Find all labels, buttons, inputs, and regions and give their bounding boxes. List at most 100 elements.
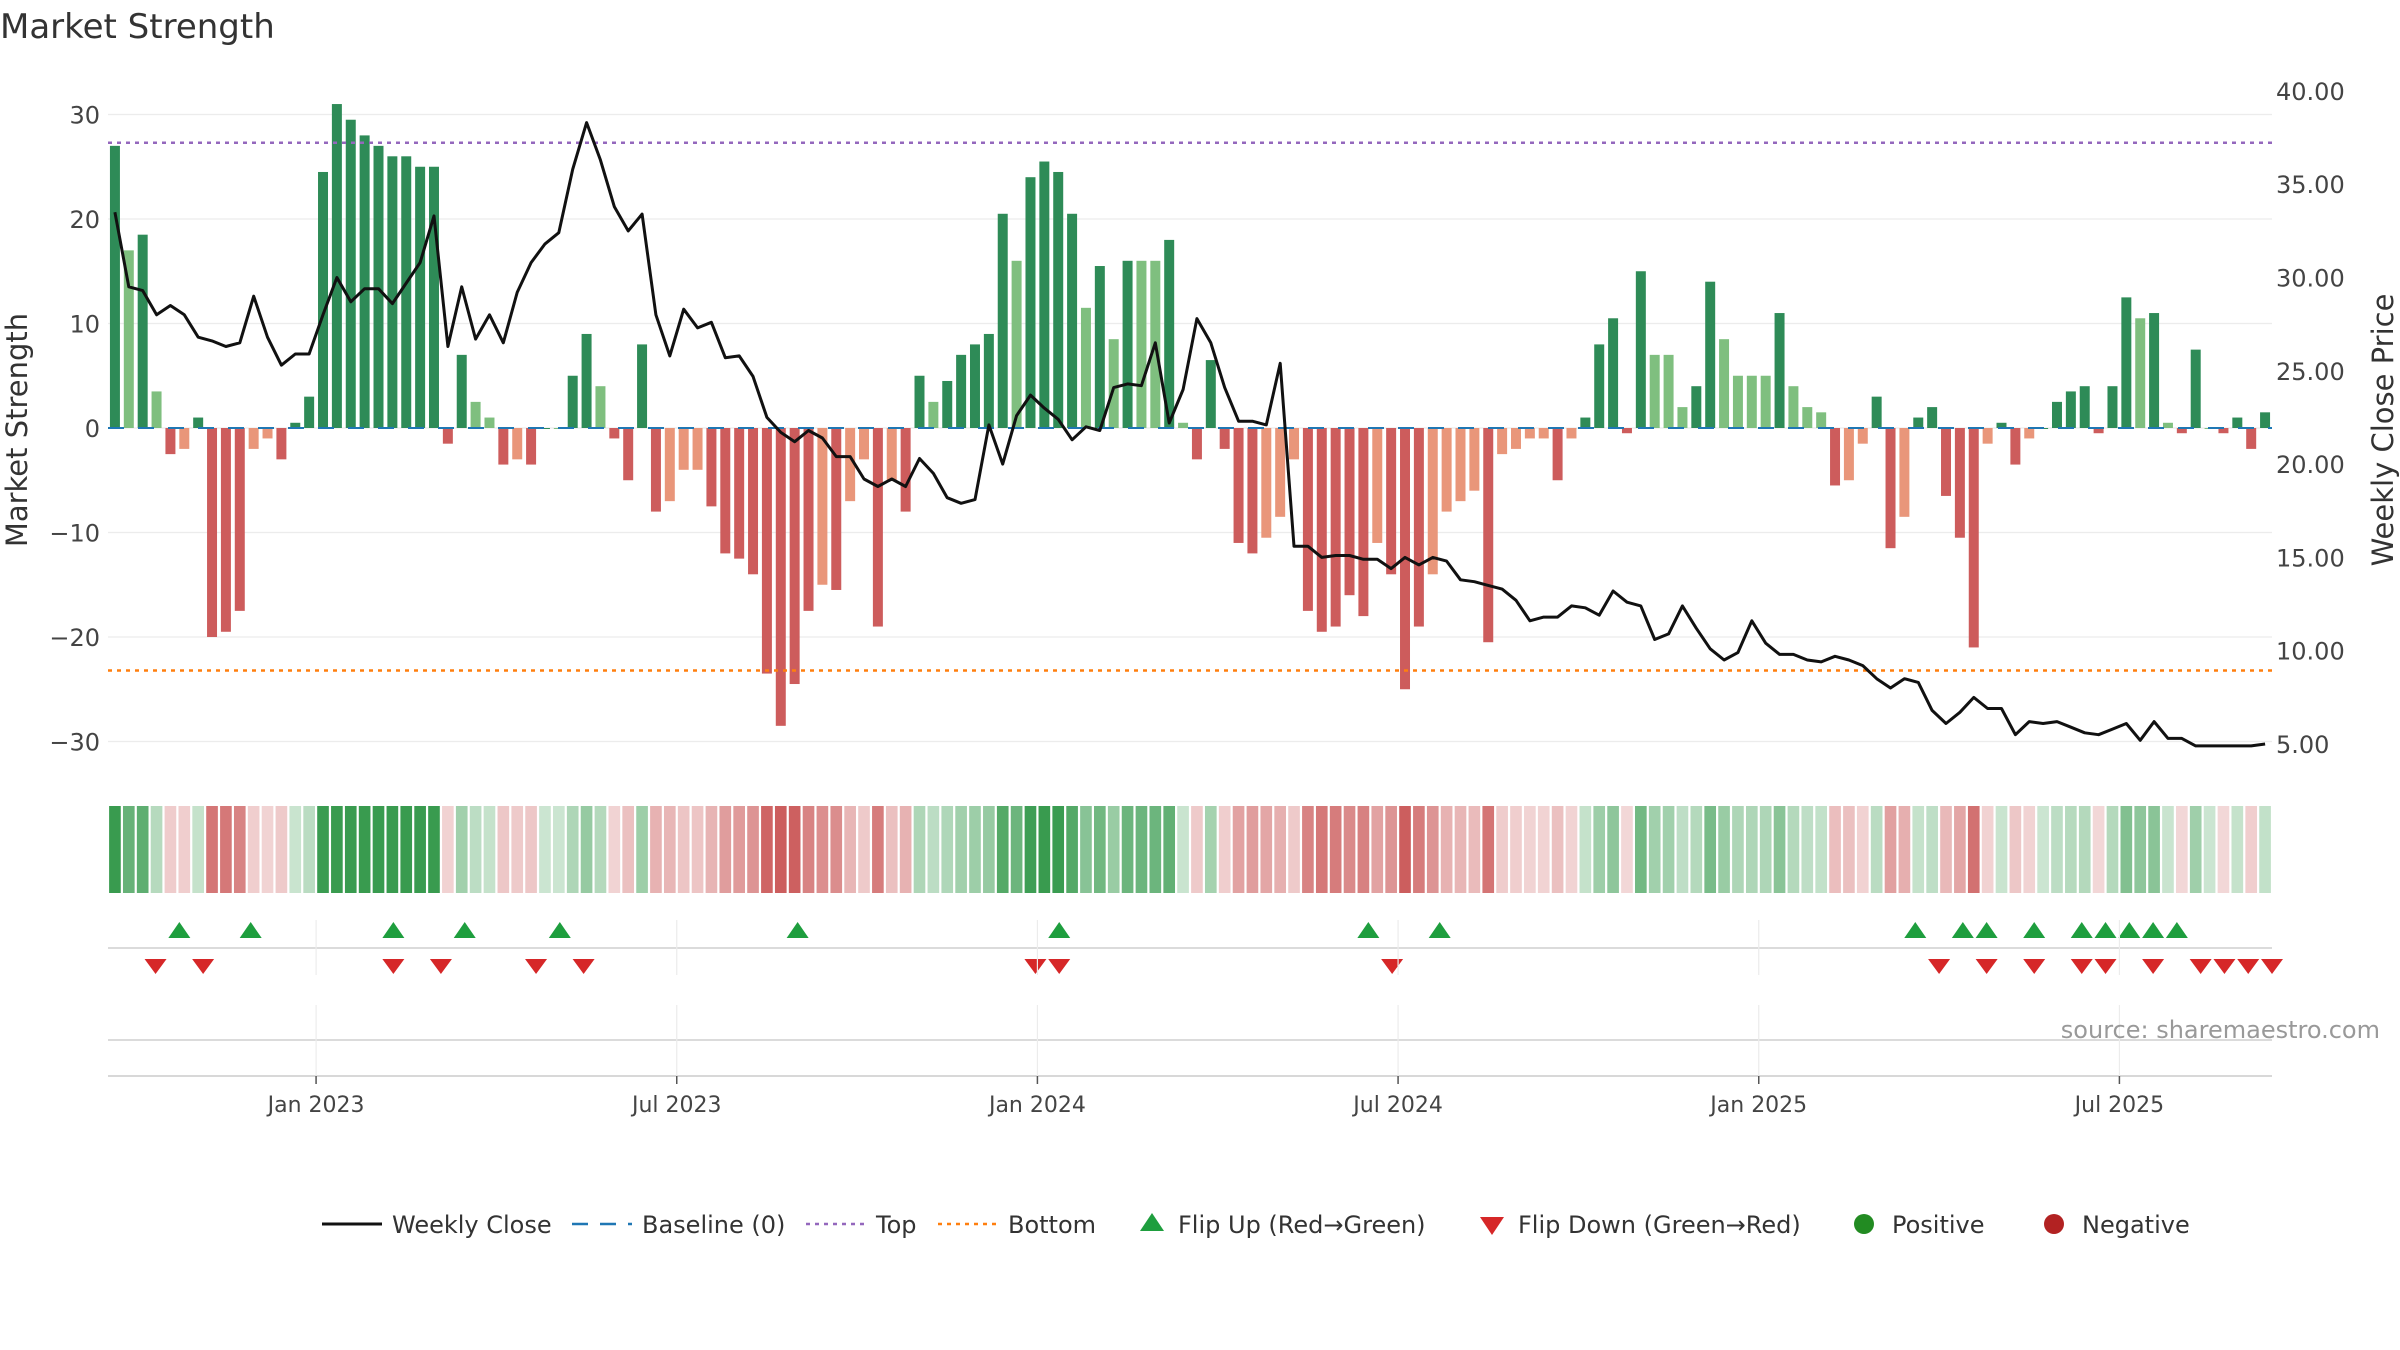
- flip-markers: [144, 922, 2283, 974]
- legend-triangle-up-icon: [1140, 1213, 1164, 1231]
- strip-cell: [2120, 806, 2133, 893]
- strip-cell: [705, 806, 718, 893]
- strip-cell: [858, 806, 870, 893]
- strength-bar: [1219, 428, 1230, 449]
- strength-bar: [2232, 417, 2243, 428]
- strip-cell: [1371, 806, 1384, 893]
- strength-bar: [1011, 260, 1022, 428]
- strip-cell: [1038, 806, 1051, 893]
- strength-bar: [1386, 428, 1397, 575]
- strip-cell: [955, 806, 967, 893]
- strip-cell: [539, 806, 551, 893]
- strength-bar: [1455, 428, 1466, 502]
- strength-bar: [581, 333, 592, 428]
- strength-bar: [2176, 428, 2187, 434]
- strength-bar: [1913, 417, 1924, 428]
- source-note: source: sharemaestro.com: [2061, 1016, 2380, 1044]
- right-tick-label: 5.00: [2276, 731, 2329, 759]
- strip-cell: [788, 806, 801, 893]
- strip-cell: [2037, 806, 2049, 893]
- strength-bar: [1857, 428, 1868, 444]
- strength-bar: [1136, 260, 1147, 428]
- strip-cell: [2092, 806, 2105, 893]
- strip-cell: [1191, 806, 1203, 893]
- flip-down-marker: [2213, 959, 2236, 974]
- strength-bar: [262, 428, 273, 439]
- strength-bar: [165, 428, 176, 455]
- right-y-axis: 40.00 35.00 30.00 25.00 20.00 15.00 10.00 5.00: [2276, 78, 2345, 759]
- strength-bar: [1067, 213, 1078, 428]
- strip-cell: [1829, 806, 1841, 893]
- strength-bar: [1025, 177, 1036, 428]
- strip-cell: [192, 806, 204, 893]
- strength-bar: [1483, 428, 1494, 643]
- strip-cell: [1884, 806, 1897, 893]
- strength-bar: [1746, 375, 1757, 428]
- strip-cell: [1177, 806, 1189, 893]
- strip-cell: [2106, 806, 2119, 893]
- strength-bar: [803, 428, 814, 611]
- strip-cell: [1898, 806, 1911, 893]
- flip-down-marker: [2142, 959, 2165, 974]
- strip-cell: [996, 806, 1009, 893]
- strip-cell: [553, 806, 565, 893]
- strip-cell: [622, 806, 635, 893]
- strip-cell: [1607, 806, 1619, 893]
- strip-cell: [899, 806, 912, 893]
- strength-bar: [1843, 428, 1854, 481]
- strength-bar: [1191, 428, 1202, 460]
- strip-cell: [816, 806, 829, 893]
- strength-bar: [484, 417, 495, 428]
- strip-cell: [386, 806, 399, 893]
- strip-cell: [2148, 806, 2160, 893]
- strength-bar: [539, 428, 550, 429]
- flip-up-marker: [2023, 922, 2046, 938]
- strip-cell: [400, 806, 413, 893]
- strip-cell: [289, 806, 302, 893]
- strength-bar: [761, 428, 772, 674]
- legend: Weekly Close Baseline (0) Top Bottom Flip Up…: [322, 1211, 2190, 1239]
- strip-cell: [1399, 806, 1411, 893]
- strength-bar: [415, 166, 426, 428]
- strength-bar: [900, 428, 911, 512]
- strength-bar: [1510, 428, 1521, 449]
- strength-bar: [664, 428, 675, 502]
- flip-down-marker: [2237, 959, 2260, 974]
- strength-bar: [831, 428, 842, 590]
- strength-bar: [2024, 428, 2035, 439]
- strip-cell: [1635, 806, 1647, 893]
- strip-cell: [941, 806, 954, 893]
- strength-bar: [2135, 318, 2146, 428]
- strip-cell: [580, 806, 593, 893]
- strip-cell: [2134, 806, 2147, 893]
- strip-cell: [844, 806, 856, 893]
- strength-bar: [914, 375, 925, 428]
- strip-cell: [1329, 806, 1342, 893]
- strip-cell: [206, 806, 218, 893]
- strip-cell: [1426, 806, 1439, 893]
- left-tick-label: −10: [49, 520, 100, 548]
- left-tick-label: −20: [49, 624, 100, 652]
- strength-bar: [1178, 422, 1189, 428]
- strength-bar: [928, 401, 939, 428]
- strip-cell: [1759, 806, 1772, 893]
- strength-bar: [775, 428, 786, 726]
- legend-circle-icon: [1854, 1214, 1874, 1234]
- flip-down-marker: [1381, 959, 1404, 974]
- weekly-close-line-group: [113, 121, 2266, 748]
- strength-bar: [1594, 344, 1605, 428]
- strip-cell: [1385, 806, 1397, 893]
- strip-cell: [761, 806, 773, 893]
- strength-bar: [1247, 428, 1258, 554]
- strength-bar: [456, 354, 467, 428]
- strength-bar: [276, 428, 287, 460]
- strip-cell: [1010, 806, 1023, 893]
- strip-cell: [1288, 806, 1300, 893]
- strength-bar: [442, 428, 453, 444]
- strip-cell: [1066, 806, 1078, 893]
- strength-bar: [1871, 396, 1882, 428]
- right-tick-label: 25.00: [2276, 358, 2345, 386]
- strip-cell: [1787, 806, 1800, 893]
- strip-cell: [358, 806, 371, 893]
- strip-cell: [1995, 806, 2008, 893]
